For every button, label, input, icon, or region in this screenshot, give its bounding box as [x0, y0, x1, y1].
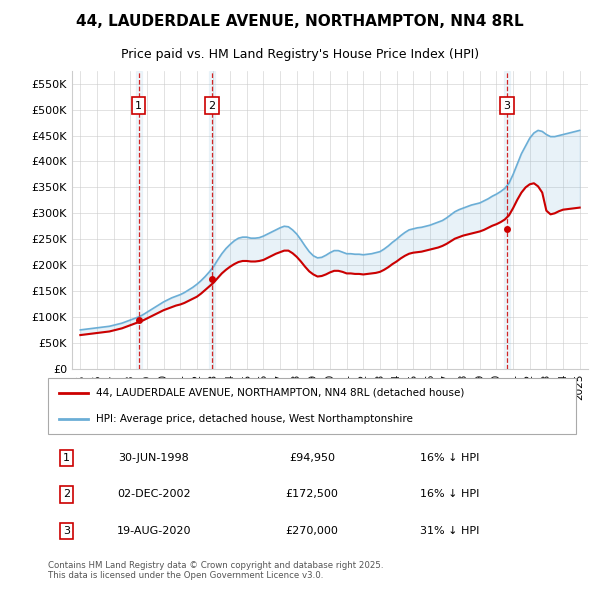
Text: 1: 1	[63, 453, 70, 463]
Text: 44, LAUDERDALE AVENUE, NORTHAMPTON, NN4 8RL (detached house): 44, LAUDERDALE AVENUE, NORTHAMPTON, NN4 …	[95, 388, 464, 398]
Bar	[209, 71, 215, 369]
Bar	[136, 71, 142, 369]
Text: 02-DEC-2002: 02-DEC-2002	[117, 490, 190, 499]
Text: 31% ↓ HPI: 31% ↓ HPI	[419, 526, 479, 536]
Text: 2: 2	[209, 100, 216, 110]
Text: Price paid vs. HM Land Registry's House Price Index (HPI): Price paid vs. HM Land Registry's House …	[121, 48, 479, 61]
Text: 19-AUG-2020: 19-AUG-2020	[116, 526, 191, 536]
Text: £94,950: £94,950	[289, 453, 335, 463]
Text: 16% ↓ HPI: 16% ↓ HPI	[419, 453, 479, 463]
Text: 2: 2	[63, 490, 70, 499]
Text: 16% ↓ HPI: 16% ↓ HPI	[419, 490, 479, 499]
Text: 3: 3	[503, 100, 511, 110]
Bar	[504, 71, 510, 369]
Text: 44, LAUDERDALE AVENUE, NORTHAMPTON, NN4 8RL: 44, LAUDERDALE AVENUE, NORTHAMPTON, NN4 …	[76, 14, 524, 29]
Text: Contains HM Land Registry data © Crown copyright and database right 2025.
This d: Contains HM Land Registry data © Crown c…	[48, 560, 383, 580]
Text: 3: 3	[63, 526, 70, 536]
Text: £172,500: £172,500	[286, 490, 338, 499]
Text: HPI: Average price, detached house, West Northamptonshire: HPI: Average price, detached house, West…	[95, 414, 412, 424]
Text: £270,000: £270,000	[286, 526, 338, 536]
FancyBboxPatch shape	[48, 378, 576, 434]
Text: 1: 1	[135, 100, 142, 110]
Text: 30-JUN-1998: 30-JUN-1998	[118, 453, 189, 463]
